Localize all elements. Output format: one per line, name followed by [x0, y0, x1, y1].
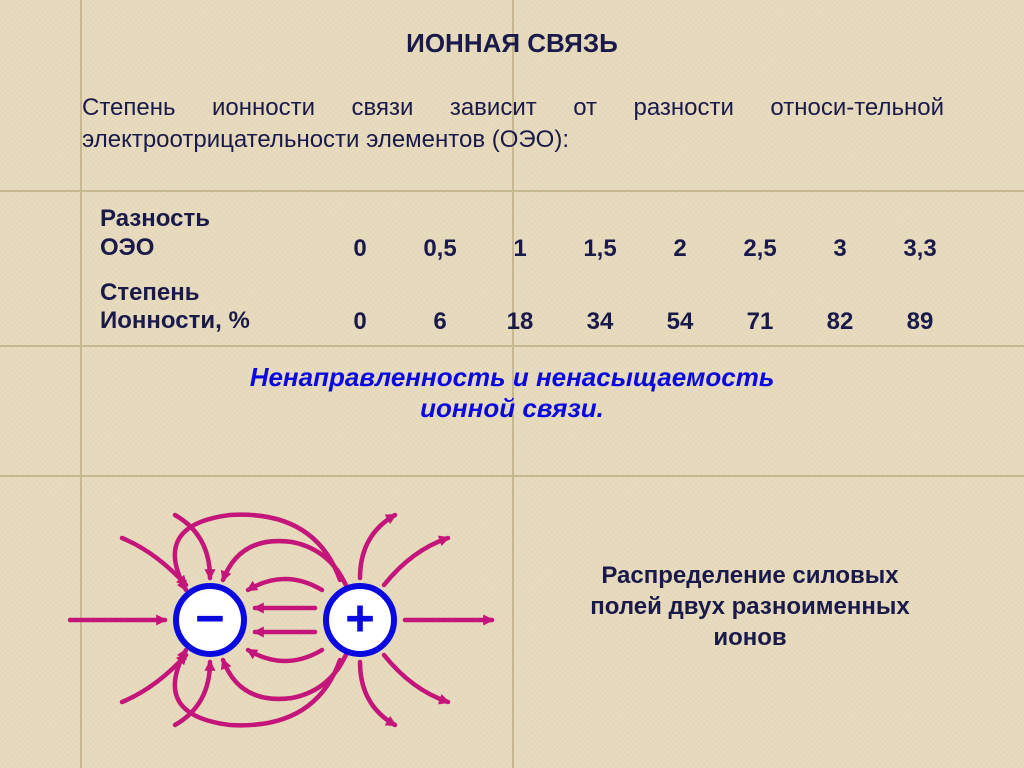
table-cell: 2,5	[720, 235, 800, 263]
row2-label: Степень Ионности, %	[100, 279, 320, 337]
diagram-caption: Распределение силовых полей двух разноим…	[530, 560, 970, 654]
table-cell: 34	[560, 308, 640, 336]
table-cell: 2	[640, 235, 720, 263]
row1-values: 00,511,522,533,3	[320, 235, 960, 263]
svg-text:−: −	[195, 589, 225, 646]
intro-paragraph: Степень ионности связи зависит от разнос…	[82, 92, 944, 157]
row1-label: Разность ОЭО	[100, 205, 320, 263]
table-cell: 3	[800, 235, 880, 263]
table-cell: 0	[320, 235, 400, 263]
table-cell: 89	[880, 308, 960, 336]
table-cell: 6	[400, 308, 480, 336]
table-cell: 1,5	[560, 235, 640, 263]
svg-text:+: +	[345, 589, 375, 646]
table-cell: 82	[800, 308, 880, 336]
table-cell: 18	[480, 308, 560, 336]
table-cell: 54	[640, 308, 720, 336]
table-cell: 1	[480, 235, 560, 263]
page-title: ИОННАЯ СВЯЗЬ	[0, 28, 1024, 59]
table-cell: 71	[720, 308, 800, 336]
table-cell: 0	[320, 308, 400, 336]
row2-values: 06183454718289	[320, 308, 960, 336]
table-cell: 0,5	[400, 235, 480, 263]
field-diagram: −+	[60, 480, 500, 740]
ionicity-table: Разность ОЭО 00,511,522,533,3 Степень Ио…	[100, 205, 960, 336]
table-cell: 3,3	[880, 235, 960, 263]
subtitle: Ненаправленность и ненасыщаемость ионной…	[0, 362, 1024, 424]
